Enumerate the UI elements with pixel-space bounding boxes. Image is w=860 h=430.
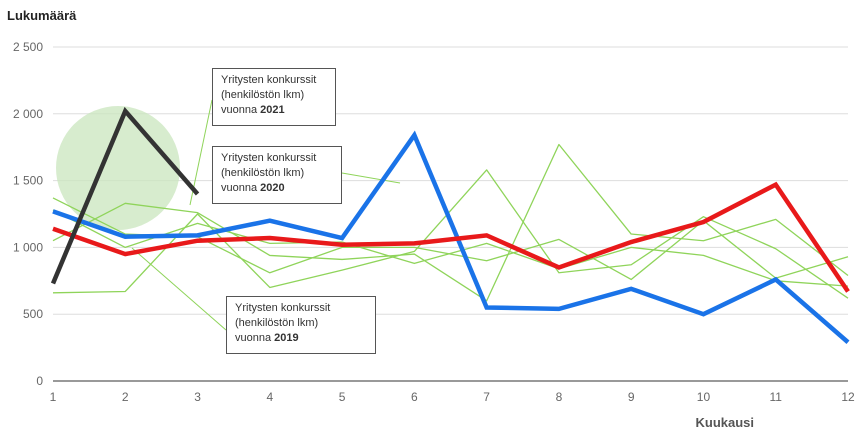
annotation-2019-prefix: vuonna (235, 332, 275, 344)
annotation-2021-line1: Yritysten konkurssit (221, 74, 317, 86)
annotation-leader-line (341, 172, 401, 184)
x-tick-label: 11 (769, 390, 782, 404)
y-tick-labels: 0 500 1 000 1 500 2 000 2 500 (13, 40, 43, 388)
highlight-series-line (52, 130, 850, 344)
annotation-2020-line1: Yritysten konkurssit (221, 152, 317, 164)
annotation-2021-line2: (henkilöstön lkm) (221, 89, 305, 101)
highlight-series-line (50, 106, 200, 285)
annotation-2019-line1: Yritysten konkurssit (235, 302, 331, 314)
x-tick-label: 6 (411, 390, 418, 404)
y-tick-label: 1 000 (13, 240, 43, 254)
y-tick-label: 500 (23, 307, 43, 321)
x-tick-label: 3 (194, 390, 201, 404)
x-tick-label: 10 (697, 390, 711, 404)
x-tick-label: 1 (50, 390, 57, 404)
x-tick-label: 8 (556, 390, 563, 404)
annotation-2020-year: 2020 (260, 182, 285, 194)
x-tick-label: 7 (483, 390, 490, 404)
annotation-2021: Yritysten konkurssit (henkilöstön lkm) v… (212, 68, 336, 126)
annotation-2019: Yritysten konkurssit (henkilöstön lkm) v… (226, 296, 376, 354)
background-series-line (52, 209, 849, 287)
y-tick-label: 1 500 (13, 174, 43, 188)
x-tick-label: 9 (628, 390, 635, 404)
x-axis-title: Kuukausi (695, 415, 754, 430)
annotation-leader-line (131, 247, 227, 331)
annotation-2019-line2: (henkilöstön lkm) (235, 317, 319, 329)
annotation-2020-line2: (henkilöstön lkm) (221, 167, 305, 179)
annotation-2020-prefix: vuonna (221, 182, 261, 194)
y-tick-label: 2 000 (13, 107, 43, 121)
y-axis-title: Lukumäärä (7, 8, 77, 23)
highlight-series-line (52, 181, 850, 293)
x-tick-label: 4 (266, 390, 273, 404)
x-tick-labels: 1 2 3 4 5 6 7 8 9 10 11 12 (50, 390, 855, 404)
x-tick-label: 5 (339, 390, 346, 404)
x-tick-label: 12 (841, 390, 855, 404)
annotation-2021-year: 2021 (260, 104, 285, 116)
annotation-2020: Yritysten konkurssit (henkilöstön lkm) v… (212, 146, 342, 204)
annotation-2021-prefix: vuonna (221, 104, 261, 116)
x-tick-label: 2 (122, 390, 129, 404)
y-tick-label: 0 (36, 374, 43, 388)
background-series-line (52, 143, 849, 302)
highlight-series-lines (50, 106, 850, 344)
y-tick-label: 2 500 (13, 40, 43, 54)
annotation-2019-year: 2019 (274, 332, 299, 344)
